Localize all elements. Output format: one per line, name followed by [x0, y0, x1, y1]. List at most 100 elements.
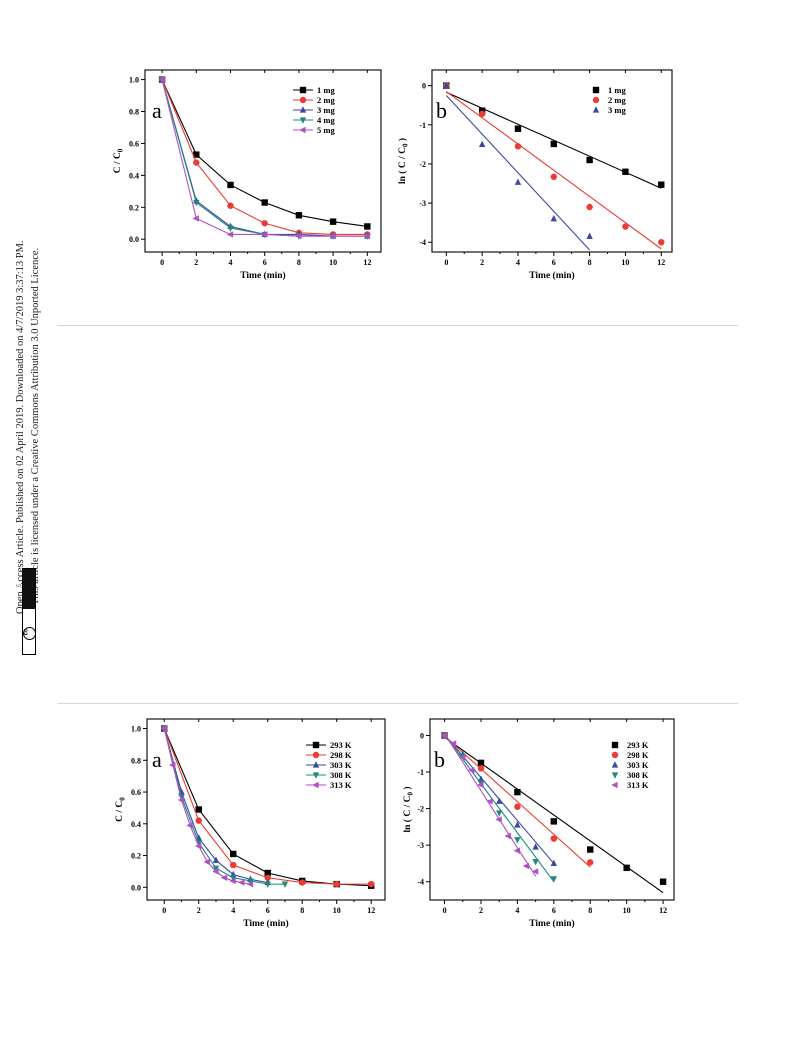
legend-marker — [312, 751, 320, 759]
legend-entry: 1 mg — [293, 85, 335, 95]
creative-commons-by-icon[interactable]: BY cc — [16, 568, 36, 655]
legend-marker — [299, 126, 306, 134]
data-point — [281, 881, 289, 888]
y-tick-label: -2 — [417, 805, 424, 814]
series-3-mg — [443, 81, 593, 251]
data-point — [514, 803, 521, 810]
legend-entry: 298 K — [611, 750, 649, 760]
legend-entry: 313 K — [611, 780, 649, 790]
fig-bottom-b-chart: 0 2 4 6 8 10 12 0 -1 -2 -3 -4 Time (min) ln ( C / C0 … — [402, 718, 675, 929]
panel-label: a — [152, 747, 162, 772]
panel-label: a — [152, 98, 162, 123]
x-tick-label: 0 — [162, 906, 166, 915]
data-point — [522, 862, 530, 870]
data-point — [587, 846, 594, 853]
y-tick-label: 0.2 — [129, 203, 139, 212]
legend-entry: 4 mg — [293, 115, 335, 125]
legend-entry: 5 mg — [293, 125, 335, 135]
plot-frame — [146, 718, 386, 901]
legend-entry: 308 K — [306, 770, 352, 780]
legend-entry: 298 K — [306, 750, 352, 760]
data-point — [622, 168, 629, 175]
x-axis-title: Time (min) — [529, 270, 574, 281]
legend-marker — [611, 781, 618, 789]
data-point — [230, 850, 237, 858]
legend-entry: 2 mg — [293, 95, 335, 105]
x-tick-label: 12 — [659, 906, 667, 915]
data-point — [193, 151, 200, 158]
data-point — [513, 847, 521, 854]
x-tick-label: 12 — [363, 258, 371, 267]
cc-by-badge: BY — [16, 569, 35, 609]
x-tick-label: 10 — [329, 258, 337, 267]
legend-label: 5 mg — [317, 125, 335, 135]
legend-entry: 313 K — [306, 780, 352, 790]
plot-frame — [144, 69, 382, 253]
data-point — [550, 214, 557, 222]
legend-marker — [299, 106, 307, 113]
y-tick-label: 0.0 — [129, 235, 139, 244]
y-tick-label: 0.4 — [131, 820, 141, 829]
x-tick-label: 8 — [588, 258, 592, 267]
data-point — [495, 797, 503, 804]
y-axis-title: ln ( C / C0 ) — [397, 138, 410, 184]
plot-frame — [431, 69, 673, 253]
data-point — [550, 835, 558, 842]
data-point — [550, 876, 558, 883]
y-tick-label: 0.6 — [131, 788, 141, 797]
data-point — [495, 810, 503, 817]
y-tick-label: 0.6 — [129, 139, 139, 148]
y-tick-label: -1 — [419, 121, 426, 130]
data-point — [160, 725, 167, 732]
x-tick-label: 2 — [194, 258, 198, 267]
legend-marker — [312, 741, 320, 749]
x-axis-title: Time (min) — [529, 918, 574, 929]
data-point — [220, 874, 228, 881]
legend-marker — [611, 761, 619, 768]
data-point — [295, 212, 303, 219]
x-tick-label: 8 — [300, 906, 304, 915]
data-point — [477, 775, 485, 782]
legend-entry: 2 mg — [592, 95, 626, 105]
fit-line — [445, 95, 591, 251]
legend-label: 293 K — [330, 740, 352, 750]
data-point — [550, 140, 557, 148]
legend-label: 3 mg — [317, 105, 335, 115]
legend-marker — [312, 761, 320, 768]
data-point — [486, 798, 493, 805]
legend-marker — [592, 86, 600, 94]
data-point — [478, 110, 486, 118]
y-tick-label: 0.0 — [131, 883, 141, 892]
series-2-mg — [443, 82, 665, 250]
series-3-mg — [158, 75, 371, 239]
x-tick-label: 6 — [552, 258, 556, 267]
x-tick-label: 10 — [333, 906, 341, 915]
data-point — [586, 156, 593, 164]
legend-label: 293 K — [627, 740, 649, 750]
data-point — [368, 880, 375, 888]
x-tick-label: 0 — [160, 258, 164, 267]
series-line — [161, 79, 368, 237]
y-tick-label: 0.4 — [129, 171, 139, 180]
data-point — [477, 765, 485, 772]
data-point — [261, 220, 268, 227]
data-point — [550, 818, 558, 825]
series-2-mg — [158, 76, 371, 238]
data-point — [514, 125, 522, 132]
legend-label: 2 mg — [317, 95, 335, 105]
y-tick-label: -4 — [417, 878, 424, 887]
data-point — [458, 754, 466, 761]
x-tick-label: 6 — [263, 258, 267, 267]
data-point — [227, 181, 234, 189]
data-point — [514, 143, 522, 150]
y-tick-label: 1.0 — [129, 76, 139, 85]
x-axis-title: Time (min) — [240, 270, 285, 281]
data-point — [514, 821, 521, 828]
legend-label: 1 mg — [317, 85, 335, 95]
plot-frame — [429, 718, 675, 901]
data-point — [329, 218, 337, 225]
data-point — [212, 865, 220, 873]
data-point — [658, 181, 665, 188]
panel-label: b — [434, 747, 445, 772]
data-point — [295, 232, 302, 240]
